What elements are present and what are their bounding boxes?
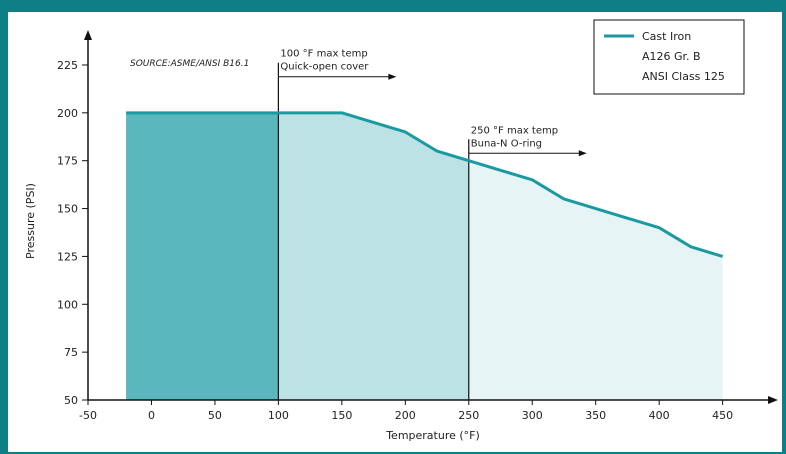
annotation-100-line-2: Quick-open cover [280,62,369,73]
legend-line-2: A126 Gr. B [642,50,701,63]
y-tick-label-225: 225 [57,59,78,72]
y-tick-label-75: 75 [64,346,78,359]
x-tick-label-250: 250 [458,409,479,422]
annotation-100-arrow-head [388,73,397,80]
legend-line-1: Cast Iron [642,30,691,43]
x-axis-arrow [768,396,778,404]
y-axis-title: Pressure (PSI) [24,183,37,259]
x-tick-label-200: 200 [395,409,416,422]
y-tick-label-100: 100 [57,298,78,311]
area-region-2 [278,112,469,400]
legend-line-3: ANSI Class 125 [642,70,725,83]
x-tick-label-450: 450 [712,409,733,422]
source-note: SOURCE:ASME/ANSI B16.1 [130,59,249,69]
annotation-100-line-1: 100 °F max temp [280,49,367,60]
y-axis-arrow [84,30,92,40]
area-region-1 [126,112,279,400]
plot-area: -50 0 50 100 150 200 250 300 350 400 450 50 75 100 125… [8,12,782,452]
x-tick-label-150: 150 [331,409,352,422]
x-tick-label-350: 350 [585,409,606,422]
pressure-temperature-chart: -50 0 50 100 150 200 250 300 350 400 450 50 75 100 125… [24,19,778,442]
annotation-250-line-1: 250 °F max temp [471,125,558,136]
x-tick-label-300: 300 [522,409,543,422]
annotation-250-line-2: Buna-N O-ring [471,138,542,149]
y-tick-label-150: 150 [57,203,78,216]
annotation-250-arrow-head [578,150,587,157]
x-tick-label-50: 50 [208,409,222,422]
legend-box [593,19,745,95]
area-region-3 [468,160,723,400]
y-tick-label-175: 175 [57,155,78,168]
x-tick-label-400: 400 [649,409,670,422]
x-tick-label-100: 100 [268,409,289,422]
y-tick-label-200: 200 [57,107,78,120]
x-axis-title: Temperature (°F) [385,429,480,442]
y-tick-label-125: 125 [57,250,78,263]
x-tick-label--50: -50 [79,409,97,422]
y-tick-label-50: 50 [64,394,78,407]
x-tick-label-0: 0 [148,409,155,422]
series-line-cast-iron [126,111,724,258]
